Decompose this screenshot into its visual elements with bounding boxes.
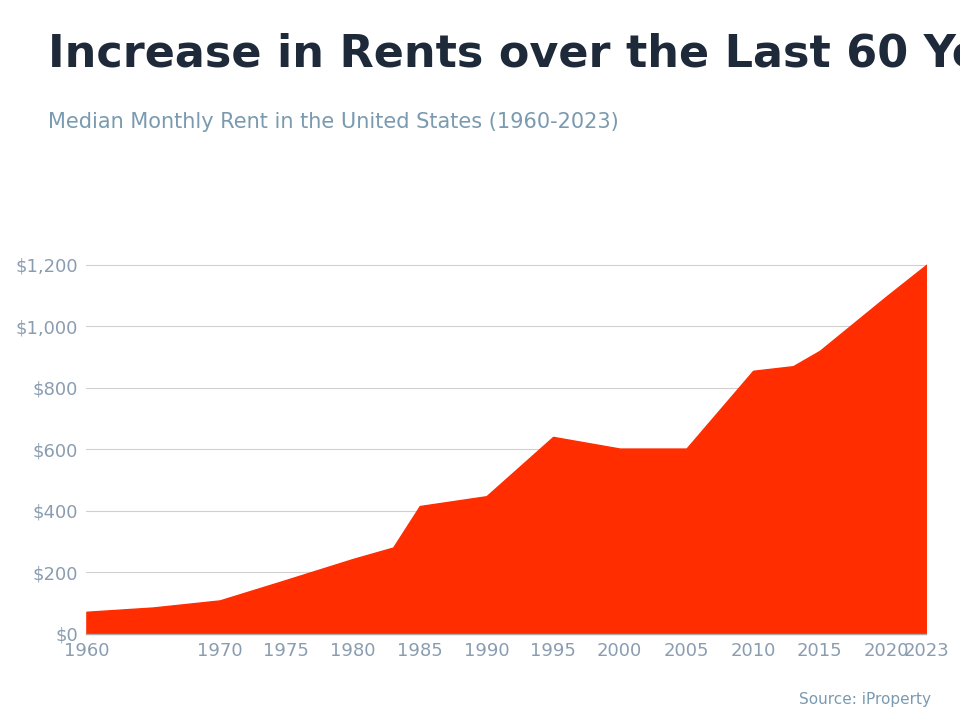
- Text: Source: iProperty: Source: iProperty: [799, 692, 931, 707]
- Text: Median Monthly Rent in the United States (1960-2023): Median Monthly Rent in the United States…: [48, 112, 619, 132]
- Text: Increase in Rents over the Last 60 Years: Increase in Rents over the Last 60 Years: [48, 32, 960, 76]
